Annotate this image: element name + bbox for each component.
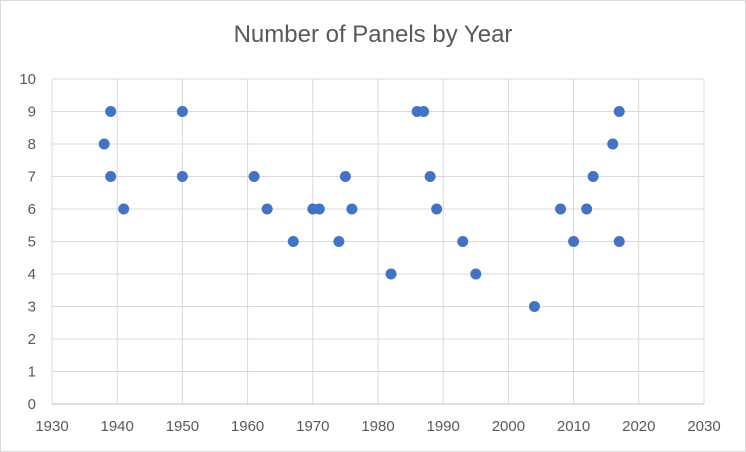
x-axis-tick-labels: 1930 1940 1950 1960 1970 1980 1990 2000 2010 2020… [35,418,720,435]
y-tick-label: 7 [28,169,36,186]
data-point [105,106,117,117]
x-tick-label: 1970 [296,418,329,435]
y-tick-label: 4 [28,266,36,283]
x-tick-label: 1960 [231,418,264,435]
data-point [339,171,351,182]
data-point [457,236,469,247]
x-tick-label: 1930 [35,418,68,435]
data-point [613,106,625,117]
data-point [587,171,599,182]
data-point [176,171,188,182]
y-tick-label: 1 [28,364,36,381]
data-point [470,268,482,280]
data-point [613,236,625,247]
gridlines [51,78,705,404]
x-tick-label: 1950 [166,418,199,435]
x-tick-label: 1980 [361,418,394,435]
data-point [555,203,567,215]
data-point [287,236,299,247]
y-tick-label: 10 [19,71,36,88]
data-point [424,171,436,182]
data-point [248,171,260,182]
data-point [176,106,188,117]
y-tick-label: 9 [28,104,36,121]
data-point [313,203,325,215]
y-tick-label: 8 [28,136,36,153]
data-point [581,203,593,215]
x-tick-label: 1940 [101,418,134,435]
data-point [346,203,358,215]
x-tick-label: 2010 [557,418,590,435]
data-point [385,268,397,280]
x-tick-label: 2000 [492,418,525,435]
data-point [528,301,540,312]
data-point [118,203,130,215]
chart-title: Number of Panels by Year [233,21,513,48]
x-tick-label: 2030 [687,418,720,435]
data-point [261,203,273,215]
data-point [105,171,117,182]
y-tick-label: 0 [28,396,36,413]
data-point [333,236,345,247]
y-tick-label: 5 [28,234,36,251]
data-point [418,106,430,117]
y-tick-label: 6 [28,201,36,218]
y-axis-tick-labels: 0 1 2 3 4 5 6 7 8 9 10 [19,71,36,413]
data-point [568,236,580,247]
data-point [431,203,443,215]
x-tick-label: 2020 [622,418,655,435]
y-tick-label: 3 [28,299,36,316]
data-point [98,138,110,150]
y-tick-label: 2 [28,331,36,348]
x-tick-label: 1990 [427,418,460,435]
data-point [607,138,619,150]
data-points [98,106,625,312]
